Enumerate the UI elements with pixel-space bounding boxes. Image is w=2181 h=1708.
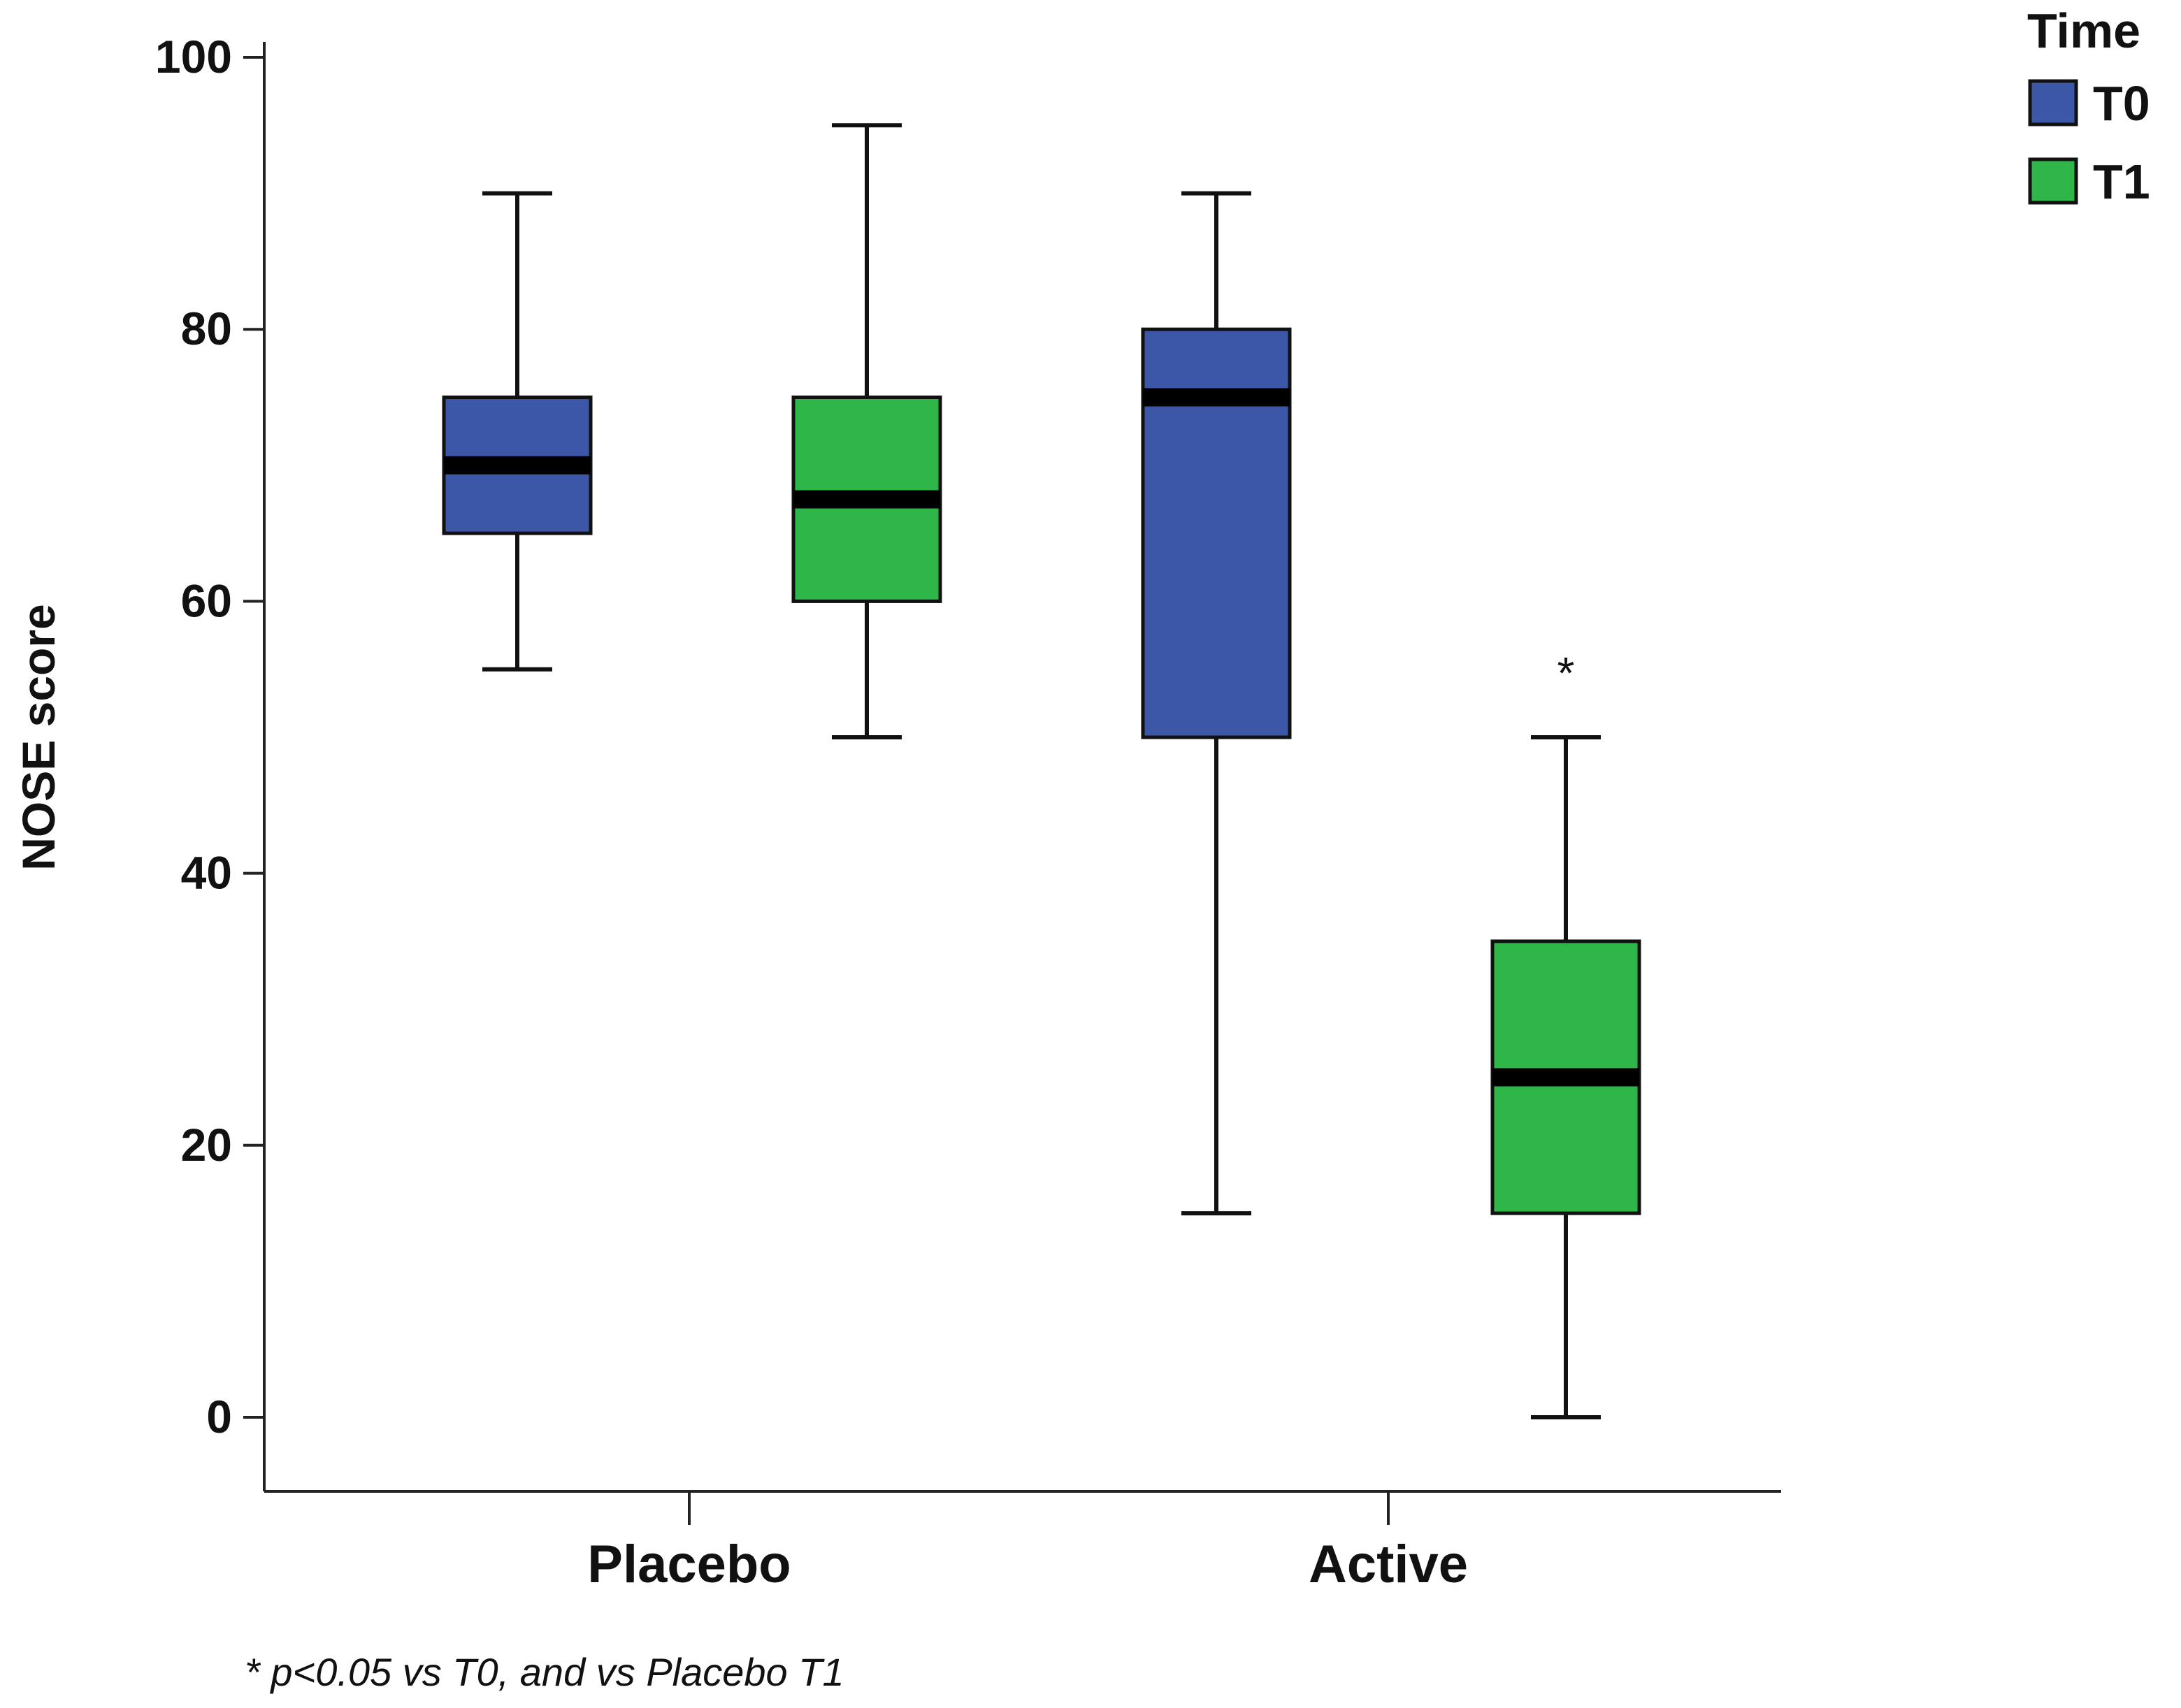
legend-label-t0: T0 <box>2093 76 2150 131</box>
x-tick-label-placebo: Placebo <box>587 1535 791 1594</box>
box-placebo-t1 <box>791 123 942 739</box>
box-active-t0 <box>1141 191 1292 1216</box>
x-axis-ticks: Placebo Active <box>587 1491 1468 1594</box>
y-tick-label: 80 <box>181 303 232 354</box>
x-tick-label-active: Active <box>1309 1535 1468 1594</box>
y-tick-label: 40 <box>181 847 232 899</box>
boxes: * <box>442 123 1641 1419</box>
footnote: * p<0.05 vs T0, and vs Placebo T1 <box>245 1650 844 1694</box>
legend-swatch-t1 <box>2028 157 2078 205</box>
significance-marker: * <box>1557 648 1575 698</box>
axes <box>263 42 1781 1493</box>
legend-title: Time <box>2027 3 2140 58</box>
legend-swatch-t0 <box>2028 79 2078 126</box>
legend: Time T0 T1 <box>2027 3 2150 209</box>
y-tick-label: 100 <box>155 31 232 82</box>
y-tick-label: 0 <box>206 1391 232 1442</box>
y-axis-label: NOSE score <box>13 604 64 871</box>
box-active-t1: * <box>1490 648 1641 1419</box>
box-placebo-t0 <box>442 191 593 672</box>
y-tick-label: 20 <box>181 1119 232 1171</box>
legend-label-t1: T1 <box>2093 154 2150 209</box>
y-tick-label: 60 <box>181 574 232 626</box>
y-axis-ticks: 0 20 40 60 80 100 <box>155 31 264 1442</box>
